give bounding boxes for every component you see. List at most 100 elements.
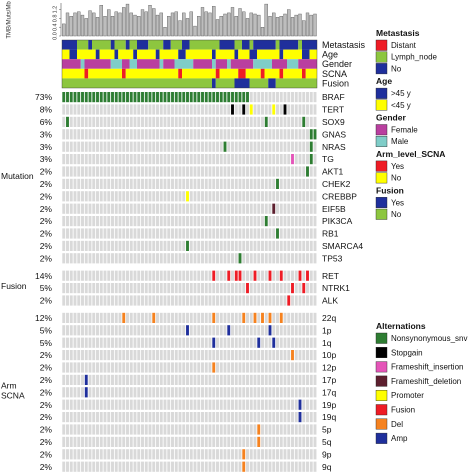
empty-cell [294,362,298,373]
alteration-cell [268,325,272,336]
annotation-cell [92,40,111,50]
empty-cell [88,141,92,152]
empty-cell [272,92,276,103]
empty-cell [73,283,77,294]
empty-cell [276,350,279,361]
tmb-bar [95,17,100,37]
empty-cell [114,116,118,127]
empty-cell [257,295,261,306]
empty-cell [212,374,216,385]
row-percent: 2% [40,253,53,263]
empty-cell [92,154,96,165]
empty-cell [111,412,114,423]
empty-cell [171,240,174,251]
empty-cell [287,412,291,423]
empty-cell [122,228,126,239]
empty-cell [122,178,126,189]
empty-cell [73,436,77,447]
empty-cell [272,295,276,306]
alteration-cell [186,191,189,202]
empty-cell [111,312,114,323]
empty-cell [163,166,167,177]
empty-cell [231,424,234,435]
empty-cell [287,92,291,103]
empty-cell [287,350,291,361]
empty-cell [62,412,66,423]
empty-cell [133,337,137,348]
empty-cell [107,270,111,281]
empty-cell [92,412,96,423]
empty-cell [313,461,317,472]
empty-cell [189,295,193,306]
empty-cell [231,399,234,410]
empty-cell [73,399,77,410]
alteration-cell [253,312,257,323]
empty-cell [212,412,216,423]
alteration-cell [167,92,171,103]
legend-swatch [375,172,388,184]
empty-cell [201,141,204,152]
empty-cell [163,325,167,336]
empty-cell [208,178,212,189]
empty-cell [238,178,242,189]
empty-cell [148,240,152,251]
empty-cell [156,387,159,398]
empty-cell [313,178,317,189]
empty-cell [66,178,69,189]
empty-cell [133,362,137,373]
empty-cell [152,141,156,152]
empty-cell [306,325,309,336]
empty-cell [118,141,122,152]
empty-cell [103,283,107,294]
empty-cell [148,387,152,398]
tmb-bar [137,16,141,37]
annotation-cell [114,49,119,60]
empty-cell [276,203,279,214]
alteration-cell [88,92,92,103]
row-percent: 2% [40,375,53,385]
empty-cell [272,253,276,264]
empty-cell [201,154,204,165]
empty-cell [69,191,73,202]
empty-cell [261,362,264,373]
empty-cell [88,337,92,348]
alteration-cell [242,104,246,115]
annotation-cell [189,40,220,50]
alteration-cell [92,92,96,103]
empty-cell [152,362,156,373]
empty-cell [227,203,231,214]
empty-cell [159,240,163,251]
annotation-label: Age [322,50,338,60]
empty-cell [268,295,272,306]
empty-cell [197,154,201,165]
empty-cell [294,412,298,423]
empty-cell [133,399,137,410]
empty-cell [257,350,261,361]
empty-cell [144,449,148,460]
empty-cell [201,350,204,361]
annotation-cell [129,59,137,69]
empty-cell [111,203,114,214]
empty-cell [92,178,96,189]
empty-cell [174,312,178,323]
empty-cell [69,374,73,385]
empty-cell [246,166,249,177]
empty-cell [216,129,219,140]
annotation-cell [253,40,276,50]
empty-cell [279,412,283,423]
empty-cell [148,449,152,460]
row-gene-label: 12p [322,363,336,373]
legend-swatch [375,347,388,358]
legend-swatch [375,160,388,172]
tmb-bar [230,7,235,37]
tmb-bar [212,6,216,37]
empty-cell [171,436,174,447]
empty-cell [99,253,103,264]
empty-cell [287,374,291,385]
empty-cell [298,283,302,294]
empty-cell [272,154,276,165]
empty-cell [287,424,291,435]
empty-cell [107,283,111,294]
empty-cell [246,312,249,323]
tmb-bar [238,8,242,37]
